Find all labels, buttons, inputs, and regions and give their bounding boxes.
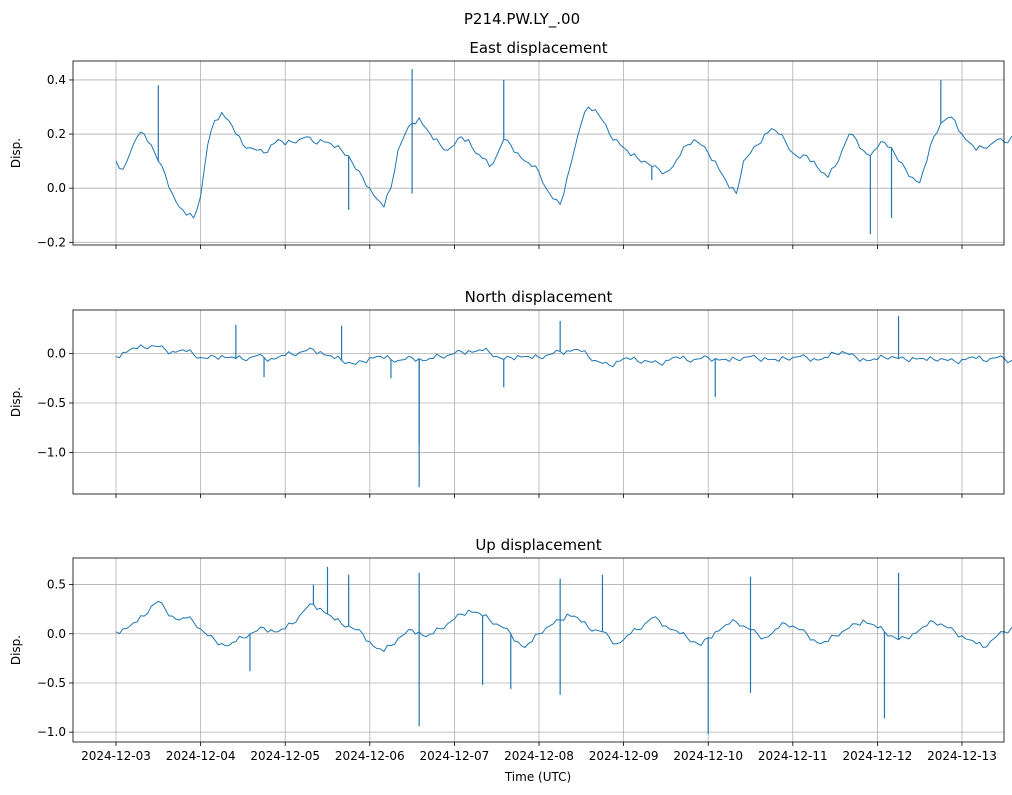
x-tick-label: 2024-12-12 xyxy=(843,749,913,763)
y-tick-label: 0.0 xyxy=(47,347,66,361)
x-axis-label: Time (UTC) xyxy=(504,770,571,784)
y-tick-label: −0.5 xyxy=(37,396,66,410)
x-tick-label: 2024-12-11 xyxy=(758,749,828,763)
north-displacement-panel: North displacement Disp. −1.0 −0.5 0.0 xyxy=(9,288,1012,498)
north-y-axis-label: Disp. xyxy=(9,387,23,417)
x-tick-label: 2024-12-06 xyxy=(335,749,405,763)
x-tick-label: 2024-12-08 xyxy=(504,749,574,763)
y-tick-label: 0.4 xyxy=(47,73,66,87)
series-line xyxy=(115,344,1012,368)
up-y-axis-label: Disp. xyxy=(9,635,23,665)
x-tick-label: 2024-12-13 xyxy=(927,749,997,763)
up-panel-title: Up displacement xyxy=(475,536,601,554)
y-tick-label: 0.2 xyxy=(47,127,66,141)
series-line xyxy=(115,600,1012,652)
series-line xyxy=(115,106,1012,219)
x-tick-label: 2024-12-03 xyxy=(81,749,151,763)
y-tick-label: −1.0 xyxy=(37,725,66,739)
up-displacement-panel: Up displacement Disp. 2024-12-03 2024-12-… xyxy=(9,536,1012,763)
axes-frame xyxy=(72,309,1005,495)
x-tick-label: 2024-12-04 xyxy=(166,749,236,763)
east-displacement-panel: East displacement Disp. −0.2 0.0 0.2 0.4 xyxy=(9,39,1012,249)
axes-frame xyxy=(72,557,1005,743)
x-tick-label: 2024-12-05 xyxy=(250,749,320,763)
axes-frame xyxy=(72,60,1005,246)
east-y-axis-label: Disp. xyxy=(9,138,23,168)
y-tick-label: 0.5 xyxy=(47,578,66,592)
east-panel-title: East displacement xyxy=(469,39,607,57)
x-tick-label: 2024-12-10 xyxy=(673,749,743,763)
y-tick-label: −1.0 xyxy=(37,445,66,459)
figure-suptitle: P214.PW.LY_.00 xyxy=(464,10,580,29)
y-tick-label: −0.5 xyxy=(37,676,66,690)
north-panel-title: North displacement xyxy=(465,288,613,306)
y-tick-label: 0.0 xyxy=(47,181,66,195)
y-tick-label: −0.2 xyxy=(37,235,66,249)
x-tick-label: 2024-12-07 xyxy=(420,749,490,763)
x-tick-label: 2024-12-09 xyxy=(589,749,659,763)
y-tick-label: 0.0 xyxy=(47,627,66,641)
